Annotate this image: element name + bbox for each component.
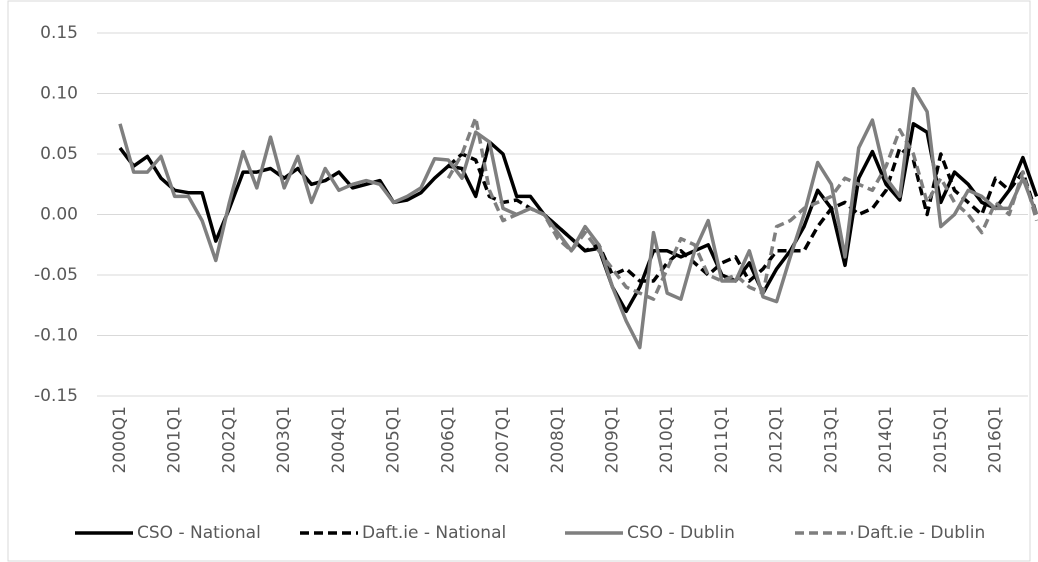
x-tick-label: 2006Q1 — [438, 406, 458, 473]
y-tick-label: 0.10 — [40, 84, 78, 104]
y-tick-label: 0.15 — [40, 23, 78, 43]
x-tick-label: 2003Q1 — [274, 406, 294, 473]
x-tick-label: 2013Q1 — [821, 406, 841, 473]
y-tick-label: -0.05 — [34, 265, 78, 285]
series-line — [446, 115, 1038, 301]
x-tick-label: 2002Q1 — [219, 406, 239, 473]
legend-label: Daft.ie - National — [362, 523, 506, 543]
y-tick-label: 0.05 — [40, 144, 78, 164]
legend-label: Daft.ie - Dublin — [857, 523, 985, 543]
y-tick-label: -0.15 — [34, 386, 78, 406]
x-tick-label: 2001Q1 — [165, 406, 185, 473]
y-tick-label: -0.10 — [34, 326, 78, 346]
chart-frame — [7, 0, 1031, 562]
legend-label: CSO - National — [137, 523, 261, 543]
x-tick-label: 2007Q1 — [493, 406, 513, 473]
x-tick-label: 2015Q1 — [931, 406, 951, 473]
series-line — [118, 122, 1038, 314]
x-tick-label: 2011Q1 — [712, 406, 732, 473]
x-tick-label: 2010Q1 — [657, 406, 677, 473]
x-tick-label: 2008Q1 — [548, 406, 568, 473]
x-tick-label: 2012Q1 — [767, 406, 787, 473]
x-tick-label: 2009Q1 — [602, 406, 622, 473]
x-tick-label: 2004Q1 — [329, 406, 349, 473]
legend-label: CSO - Dublin — [627, 523, 735, 543]
x-tick-label: 2014Q1 — [876, 406, 896, 473]
x-tick-label: 2005Q1 — [384, 406, 404, 473]
x-tick-label: 2000Q1 — [110, 406, 130, 473]
y-tick-label: 0.00 — [40, 205, 78, 225]
x-tick-label: 2016Q1 — [986, 406, 1006, 473]
